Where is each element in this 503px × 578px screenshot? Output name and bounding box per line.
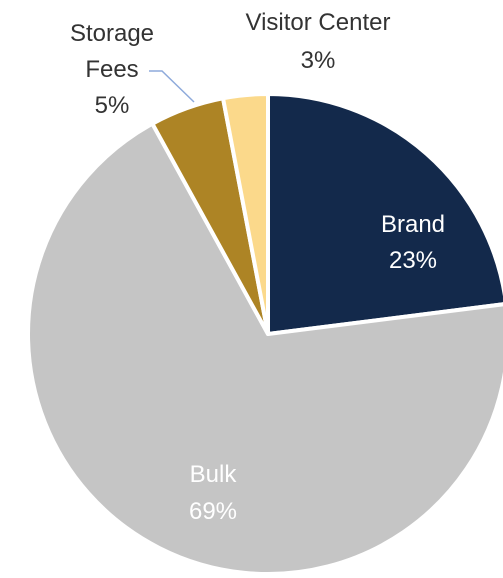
pie-slice-bulk [26,121,503,576]
storage-fees-leader-line [149,70,195,103]
storage-fees-name-line1: Storage [70,20,154,47]
storage-fees-name-line2: Fees [85,56,138,83]
visitor-center-name-label: Visitor Center [246,9,391,36]
bulk-name-label: Bulk [190,461,238,488]
bulk-percent-label: 69% [189,498,237,525]
pie-slice-brand [266,92,503,336]
storage-fees-percent-label: 5% [95,92,130,119]
pie-slice-visitor-center [221,92,270,336]
visitor-center-percent-label: 3% [301,47,336,74]
brand-percent-label: 23% [389,247,437,274]
pie-slices [26,92,503,576]
brand-name-label: Brand [381,211,445,238]
